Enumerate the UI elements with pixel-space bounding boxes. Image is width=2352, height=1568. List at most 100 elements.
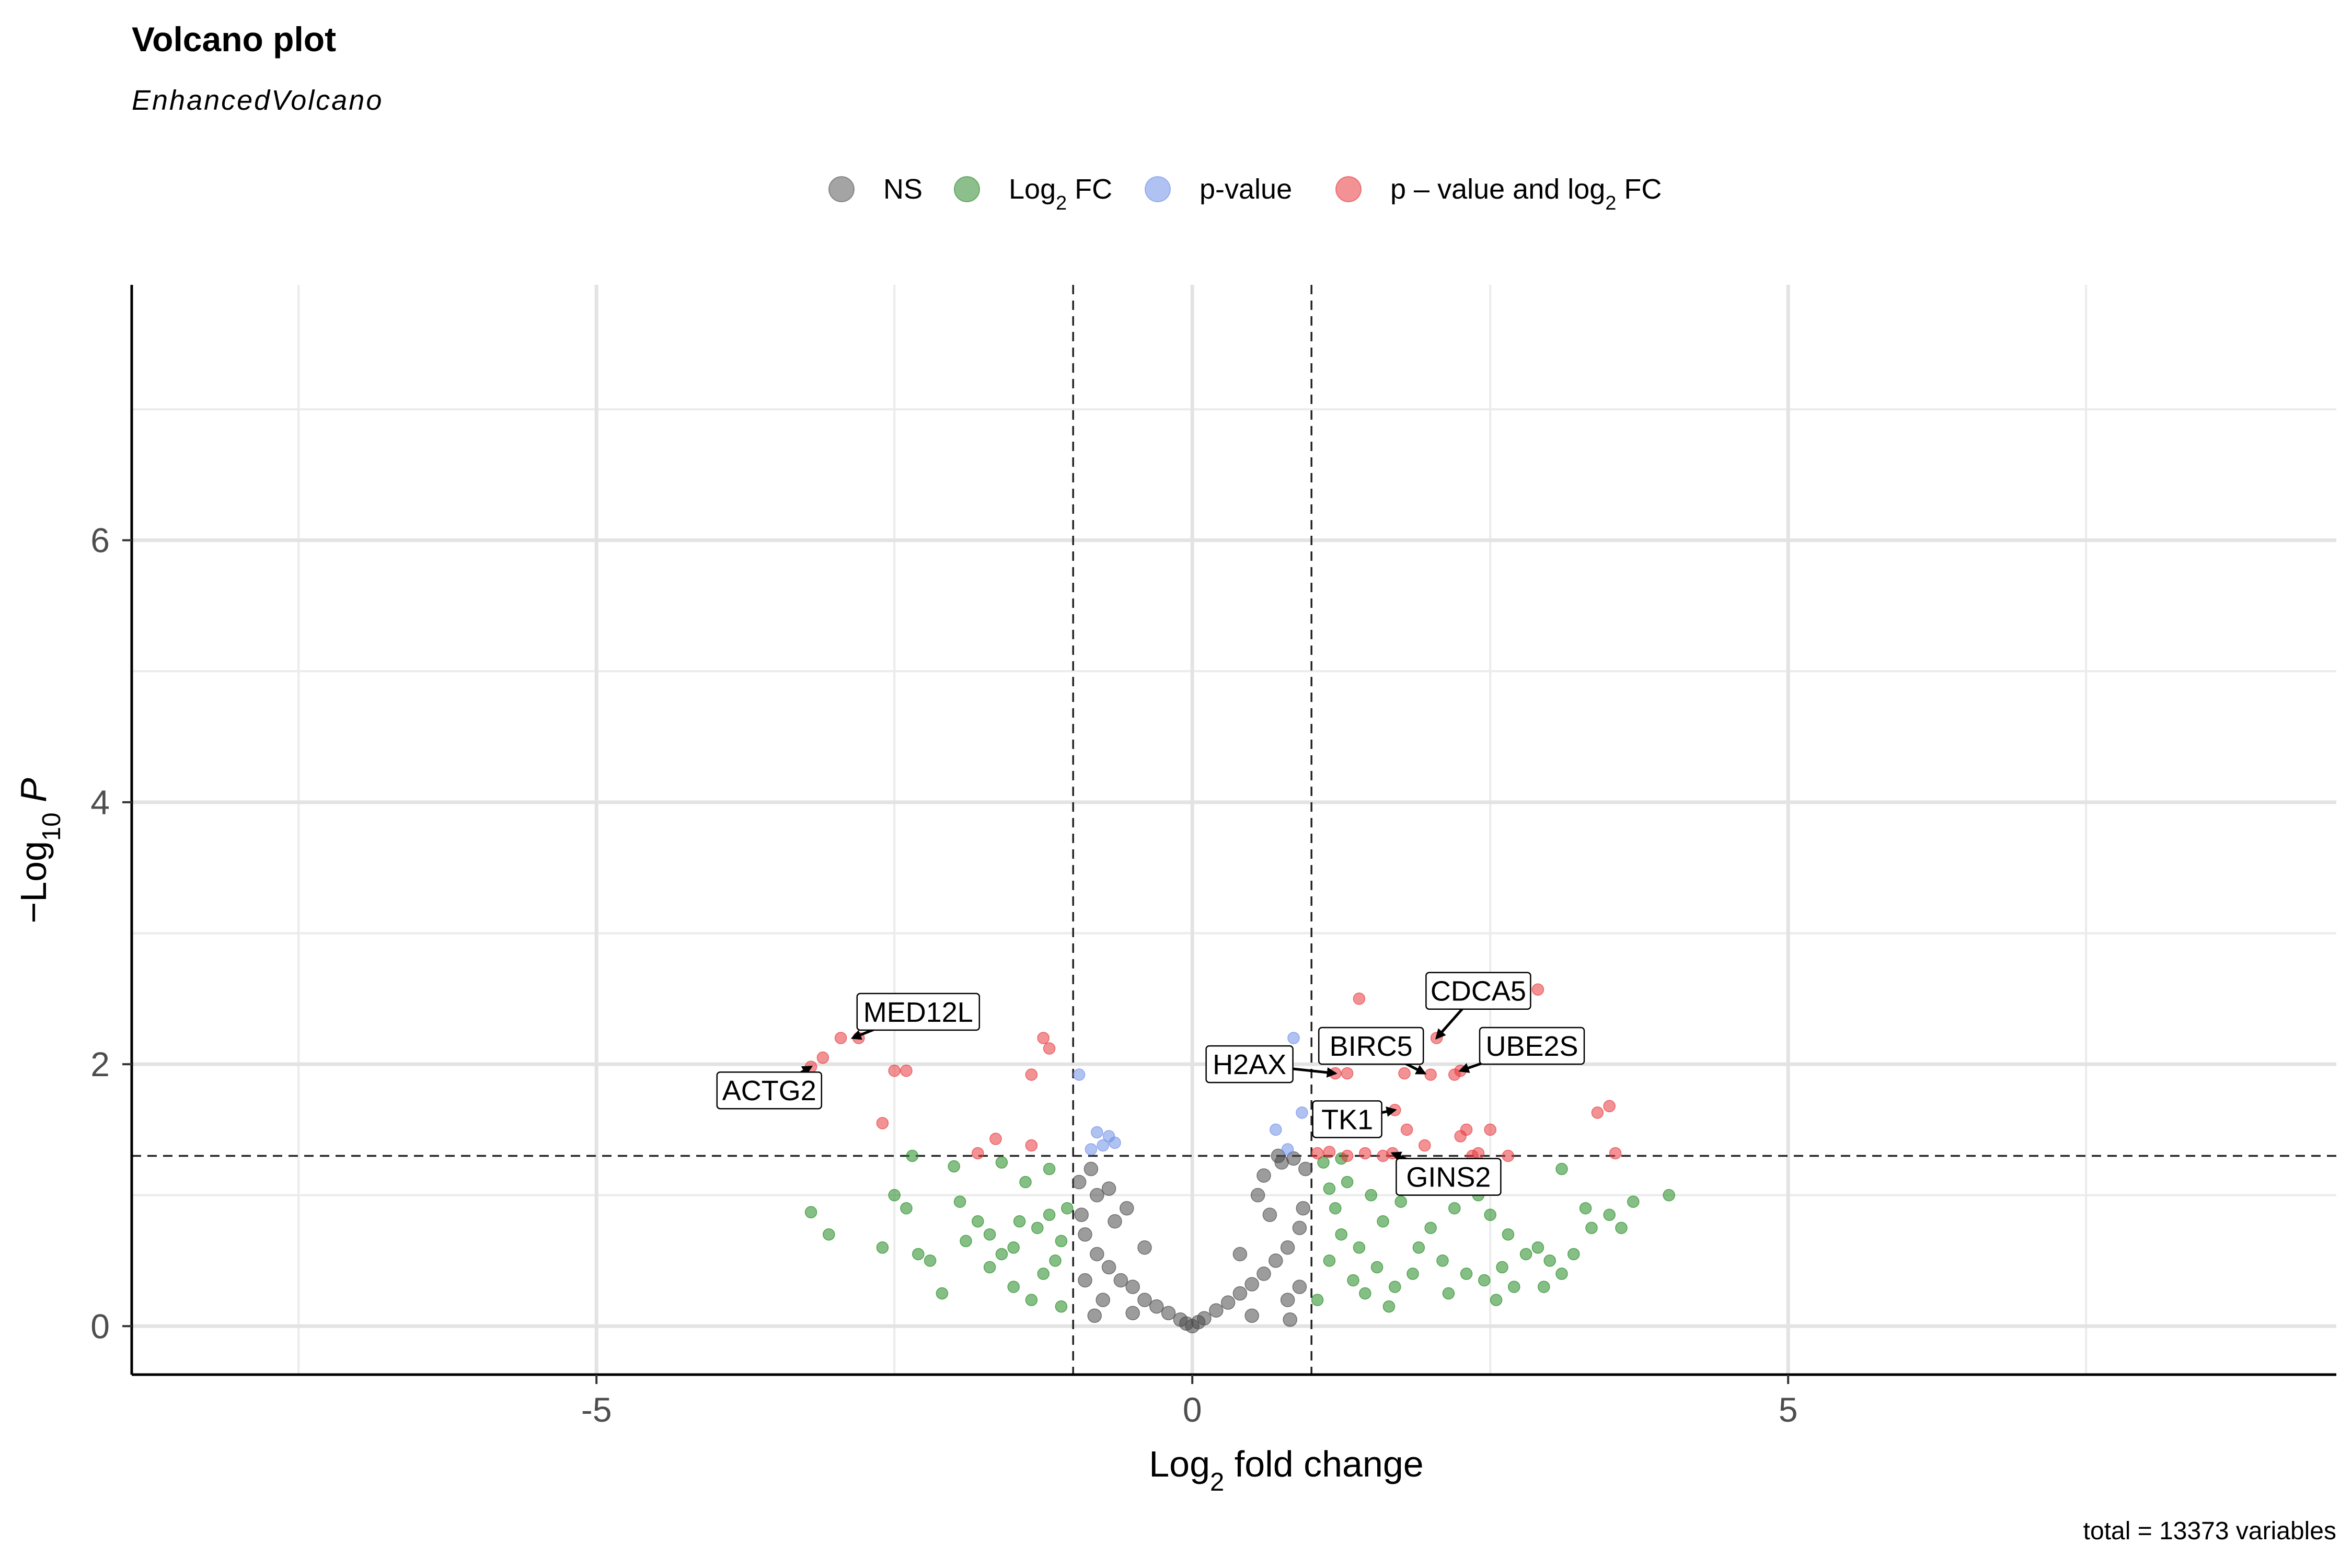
y-tick-label: 6: [90, 521, 110, 560]
gene-label-actg2: ACTG2: [716, 1065, 823, 1110]
point-both: [1424, 1068, 1437, 1081]
point-log2fc: [1567, 1248, 1580, 1261]
gene-label-h2ax: H2AX: [1205, 1045, 1338, 1083]
point-pvalue: [1296, 1106, 1308, 1119]
point-both: [1311, 1147, 1324, 1160]
point-ns: [1262, 1207, 1277, 1223]
point-ns: [1137, 1293, 1152, 1307]
gene-label-ube2s: UBE2S: [1458, 1027, 1585, 1073]
point-both: [1419, 1139, 1431, 1152]
point-both: [1531, 983, 1544, 996]
gene-name: ACTG2: [722, 1075, 816, 1106]
point-log2fc: [1335, 1228, 1347, 1241]
point-log2fc: [1496, 1261, 1508, 1274]
point-log2fc: [1043, 1208, 1056, 1221]
gene-label-birc5: BIRC5: [1318, 1027, 1427, 1075]
label-box: [1205, 1045, 1294, 1083]
point-ns: [1090, 1247, 1104, 1262]
point-both: [816, 1051, 829, 1064]
point-ns: [1269, 1253, 1283, 1268]
chart-title: Volcano plot: [132, 20, 336, 59]
point-log2fc: [1627, 1195, 1640, 1208]
point-both: [1341, 1067, 1354, 1080]
point-both: [1025, 1139, 1038, 1152]
gene-name: UBE2S: [1485, 1031, 1578, 1062]
point-log2fc: [953, 1195, 966, 1208]
point-log2fc: [1579, 1202, 1592, 1215]
point-ns: [1250, 1187, 1265, 1203]
legend-marker: [828, 176, 855, 202]
point-log2fc: [1329, 1202, 1342, 1215]
point-log2fc: [1341, 1175, 1354, 1189]
point-ns: [1232, 1286, 1248, 1301]
point-log2fc: [1508, 1281, 1520, 1293]
point-both: [1323, 1146, 1336, 1158]
point-log2fc: [1019, 1175, 1032, 1189]
label-box: [1318, 1027, 1424, 1065]
point-log2fc: [804, 1206, 817, 1219]
point-pvalue: [1270, 1123, 1282, 1136]
point-log2fc: [1412, 1241, 1425, 1254]
point-log2fc: [1442, 1287, 1455, 1300]
point-ns: [1283, 1312, 1297, 1327]
tick-labels: -5 0 5 0 2 4 6: [90, 521, 1797, 1429]
point-log2fc: [1007, 1241, 1020, 1254]
point-ns: [1078, 1227, 1092, 1242]
point-pvalue: [1073, 1068, 1086, 1081]
point-log2fc: [1031, 1221, 1044, 1235]
point-ns: [1197, 1311, 1212, 1325]
point-log2fc: [924, 1254, 937, 1267]
point-log2fc: [1311, 1294, 1324, 1306]
point-both: [1460, 1123, 1473, 1136]
point-log2fc: [1663, 1189, 1675, 1202]
point-log2fc: [995, 1248, 1008, 1261]
point-log2fc: [1406, 1267, 1419, 1280]
point-log2fc: [912, 1248, 925, 1261]
point-log2fc: [936, 1287, 949, 1300]
point-pvalue: [1281, 1143, 1294, 1156]
gene-name: MED12L: [863, 997, 973, 1028]
gene-label-cdca5: CDCA5: [1425, 972, 1531, 1040]
point-log2fc: [1484, 1208, 1496, 1221]
point-both: [1603, 1100, 1616, 1113]
point-log2fc: [876, 1241, 889, 1254]
point-pvalue: [1097, 1139, 1109, 1152]
point-ns: [1286, 1151, 1301, 1166]
y-tick-label: 0: [90, 1307, 110, 1345]
point-log2fc: [1037, 1267, 1050, 1280]
point-log2fc: [823, 1228, 835, 1241]
point-ns: [1137, 1240, 1152, 1255]
point-ns: [1209, 1303, 1224, 1318]
label-box: [1312, 1100, 1382, 1138]
point-log2fc: [1531, 1241, 1544, 1254]
axes: [122, 285, 2336, 1384]
point-both: [1484, 1123, 1496, 1136]
gene-name: H2AX: [1213, 1049, 1286, 1080]
point-log2fc: [1377, 1215, 1389, 1228]
point-ns: [1173, 1312, 1188, 1327]
legend-item-log2fc: Log2 FC: [954, 174, 1112, 214]
gene-name: CDCA5: [1431, 976, 1526, 1007]
point-both: [989, 1133, 1002, 1145]
point-log2fc: [1436, 1254, 1449, 1267]
label-box: [1396, 1158, 1502, 1196]
point-log2fc: [1555, 1162, 1568, 1175]
point-ns: [1256, 1266, 1271, 1281]
label-box: [716, 1071, 823, 1110]
legend-marker: [1335, 176, 1362, 202]
point-log2fc: [1317, 1156, 1330, 1169]
legend-marker: [1145, 176, 1171, 202]
point-both: [1591, 1106, 1604, 1119]
point-ns: [1125, 1306, 1140, 1320]
legend-label: p – value and log2 FC: [1390, 174, 1662, 214]
gene-label-med12l: MED12L: [850, 993, 981, 1040]
point-ns: [1078, 1273, 1092, 1288]
data-points: [804, 983, 1675, 1334]
y-tick-label: 2: [90, 1045, 110, 1083]
point-ns: [1292, 1220, 1307, 1236]
point-ns: [1120, 1201, 1134, 1216]
point-pvalue: [1091, 1126, 1103, 1139]
legend-item-ns: NS: [828, 174, 923, 205]
x-axis-title: Log2 fold change: [1149, 1444, 1423, 1496]
